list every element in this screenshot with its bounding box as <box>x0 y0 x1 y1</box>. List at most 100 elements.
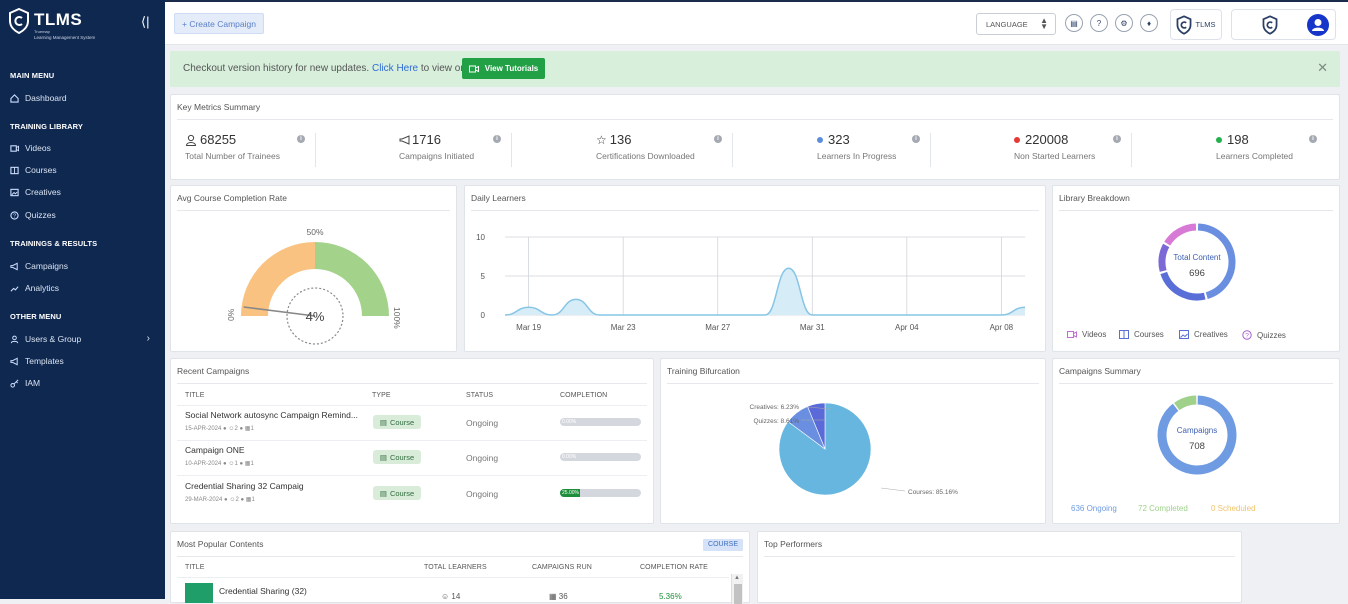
card-title: Most Popular Contents <box>177 539 264 549</box>
sidebar-item-label: Dashboard <box>25 93 67 103</box>
course-filter-tag[interactable]: COURSE <box>703 539 743 551</box>
user-icon: ☺ <box>441 592 450 601</box>
sidebar-item-users-group[interactable]: Users & Group › <box>10 331 160 347</box>
avatar[interactable] <box>1307 14 1329 36</box>
recent-campaigns-card: Recent Campaigns TITLE TYPE STATUS COMPL… <box>170 358 654 524</box>
divider <box>1131 133 1132 167</box>
divider <box>177 577 729 578</box>
select-arrows-icon: ▲ ▼ <box>1040 16 1048 31</box>
column-header: TYPE <box>372 392 391 399</box>
metric-value: 198 <box>1227 132 1249 147</box>
content-campaigns: ▦ 36 <box>549 592 568 601</box>
content-learners: ☺ 14 <box>441 592 460 601</box>
sidebar-item-quizzes[interactable]: ? Quizzes <box>10 207 160 223</box>
user-menu[interactable] <box>1231 9 1336 40</box>
legend-creatives[interactable]: Creatives <box>1179 330 1228 339</box>
divider <box>764 556 1235 557</box>
content-completion-rate: 5.36% <box>659 592 682 601</box>
sidebar-item-creatives[interactable]: Creatives <box>10 184 160 200</box>
campaign-title[interactable]: Campaign ONE <box>185 445 245 455</box>
sidebar-item-label: Users & Group <box>25 334 82 344</box>
legend-quizzes[interactable]: ? Quizzes <box>1242 330 1286 340</box>
sidebar-item-dashboard[interactable]: Dashboard <box>10 90 160 106</box>
sidebar-item-videos[interactable]: Videos <box>10 140 160 156</box>
divider <box>177 405 647 406</box>
sidebar-item-iam[interactable]: IAM <box>10 375 160 391</box>
status-text: Ongoing <box>466 418 499 428</box>
collapse-sidebar-icon[interactable]: ⟨| <box>141 14 150 29</box>
legend-label: Videos <box>1082 330 1107 339</box>
info-icon[interactable]: i <box>1113 135 1121 143</box>
info-icon[interactable]: i <box>714 135 722 143</box>
close-icon[interactable]: ✕ <box>1317 60 1328 75</box>
completion-bar: 25.00% <box>560 489 641 497</box>
shield-logo-icon <box>1262 15 1278 35</box>
gauge-needle <box>243 306 316 317</box>
metric-total-trainees: 68255 Total Number of Trainees <box>185 132 280 161</box>
scroll-up-icon[interactable]: ▲ <box>734 575 740 581</box>
sidebar-item-label: Campaigns <box>25 261 68 271</box>
language-select[interactable]: LANGUAGE ▲ ▼ <box>976 13 1056 35</box>
megaphone-icon <box>399 134 410 145</box>
sidebar-item-templates[interactable]: Templates <box>10 353 160 369</box>
create-campaign-button[interactable]: + Create Campaign <box>174 13 264 34</box>
top-performers-card: Top Performers <box>757 531 1242 603</box>
sidebar-item-campaigns[interactable]: Campaigns <box>10 258 160 274</box>
svg-text:?: ? <box>1245 332 1249 339</box>
campaign-title[interactable]: Credential Sharing 32 Campaig <box>185 481 304 491</box>
training-bifurcation-card: Training Bifurcation Creatives: 6.23% Qu… <box>660 358 1046 524</box>
metric-completed: 198 Learners Completed <box>1216 132 1293 161</box>
info-icon[interactable]: i <box>912 135 920 143</box>
info-icon[interactable]: i <box>1309 135 1317 143</box>
legend-scheduled[interactable]: 0 Scheduled <box>1211 504 1256 513</box>
completion-fill <box>560 489 581 497</box>
shield-logo-icon <box>9 8 29 34</box>
sidebar-item-courses[interactable]: Courses <box>10 162 160 178</box>
sidebar-heading-main: MAIN MENU <box>10 71 55 80</box>
content-title[interactable]: Credential Sharing (32) <box>219 586 307 596</box>
legend-courses[interactable]: Courses <box>1119 330 1164 339</box>
divider <box>177 556 743 557</box>
svg-text:?: ? <box>13 213 16 219</box>
book-icon[interactable]: ▤ <box>1065 14 1083 32</box>
completion-label: 0.00% <box>562 419 577 425</box>
view-tutorials-button[interactable]: View Tutorials <box>462 58 545 79</box>
pie-slice <box>787 406 826 450</box>
scrollbar-thumb[interactable] <box>734 584 742 604</box>
donut-segment-creatives <box>1158 243 1170 272</box>
legend-completed[interactable]: 72 Completed <box>1138 504 1188 513</box>
view-tutorials-label: View Tutorials <box>484 64 539 73</box>
status-dot <box>817 136 823 143</box>
metric-label: Non Started Learners <box>1014 151 1096 161</box>
label-leader <box>880 487 906 492</box>
image-icon <box>10 188 19 196</box>
legend-ongoing[interactable]: 636 Ongoing <box>1071 504 1117 513</box>
metric-label: Campaigns Initiated <box>399 151 475 161</box>
group-icon: ▦ <box>245 497 252 503</box>
brand-tagline-2: Learning Management System <box>34 35 96 40</box>
user-icon <box>1312 19 1324 31</box>
home-icon <box>10 93 19 103</box>
click-here-link[interactable]: Click Here <box>372 63 419 74</box>
sidebar-item-analytics[interactable]: Analytics <box>10 280 160 296</box>
metric-value: 220008 <box>1025 132 1069 147</box>
divider <box>177 210 450 211</box>
legend-videos[interactable]: Videos <box>1067 330 1106 339</box>
tlms-switcher[interactable]: TLMS <box>1170 9 1222 40</box>
info-icon[interactable]: i <box>493 135 501 143</box>
brand-logo[interactable]: TLMS Truemap Learning Management System <box>8 8 158 44</box>
learners-value: 14 <box>451 592 461 601</box>
scrollbar[interactable]: ▲ <box>731 574 743 604</box>
campaign-title[interactable]: Social Network autosync Campaign Remind.… <box>185 410 358 420</box>
metric-campaigns-initiated: 1716 Campaigns Initiated <box>399 132 474 161</box>
help-icon[interactable]: ? <box>1090 14 1108 32</box>
card-title: Daily Learners <box>471 193 526 203</box>
shield-logo-icon <box>1177 14 1192 35</box>
card-title: Library Breakdown <box>1059 193 1130 203</box>
divider <box>1059 383 1333 384</box>
y-tick-label: 0 <box>481 311 486 320</box>
bell-icon[interactable]: ♦ <box>1140 14 1158 32</box>
settings-icon[interactable]: ⚙ <box>1115 14 1133 32</box>
metric-label: Learners In Progress <box>817 151 897 161</box>
info-icon[interactable]: i <box>297 135 305 143</box>
